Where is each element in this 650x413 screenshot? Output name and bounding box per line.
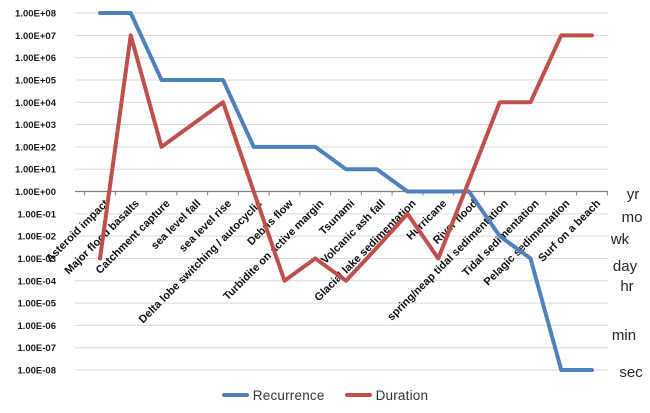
time-unit-label: sec	[619, 364, 643, 381]
y-axis-tick-label: 1.00E-07	[17, 343, 56, 354]
y-axis-tick-label: 1.00E-01	[17, 209, 56, 220]
y-axis-tick-label: 1.00E+05	[15, 75, 57, 86]
y-axis-tick-label: 1.00E+00	[15, 187, 56, 198]
chart-legend: Recurrence Duration	[0, 385, 650, 405]
recurrence-line	[98, 11, 594, 372]
y-axis-tick-label: 1.00E-03	[17, 254, 56, 265]
duration-line	[98, 33, 594, 283]
time-unit-label: yr	[627, 186, 640, 203]
y-axis-tick-label: 1.00E+01	[15, 165, 57, 176]
time-unit-label: min	[612, 327, 636, 344]
time-unit-label: wk	[610, 231, 630, 248]
time-unit-label: mo	[622, 209, 643, 226]
y-axis-tick-label: 1.00E-02	[17, 232, 56, 243]
recurrence-line-swatch-icon	[221, 393, 249, 397]
y-axis-tick-label: 1.00E+06	[15, 53, 56, 64]
legend-item-duration: Duration	[344, 387, 429, 403]
legend-label-duration: Duration	[375, 387, 429, 403]
time-unit-label: day	[613, 258, 638, 275]
y-axis-tick-label: 1.00E-06	[17, 321, 56, 332]
legend-item-recurrence: Recurrence	[221, 387, 325, 403]
legend-label-recurrence: Recurrence	[252, 387, 325, 403]
duration-line-swatch-icon	[344, 393, 372, 397]
y-axis-tick-label: 1.00E+08	[15, 9, 56, 20]
y-axis-tick-label: 1.00E-04	[17, 276, 56, 287]
time-unit-label: hr	[620, 278, 633, 295]
y-axis-tick-label: 1.00E-08	[17, 366, 56, 377]
y-axis-tick-label: 1.00E+02	[15, 142, 56, 153]
y-axis-tick-label: 1.00E+03	[15, 120, 56, 131]
y-axis-tick-label: 1.00E+04	[15, 98, 57, 109]
y-axis-tick-label: 1.00E-05	[17, 299, 56, 310]
y-axis-tick-label: 1.00E+07	[15, 31, 56, 42]
